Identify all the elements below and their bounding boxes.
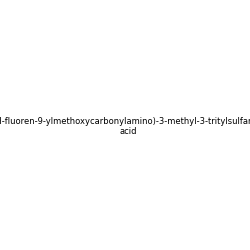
Text: (2R)-2-(9H-fluoren-9-ylmethoxycarbonylamino)-3-methyl-3-tritylsulfanylbutanoic a: (2R)-2-(9H-fluoren-9-ylmethoxycarbonylam… [0, 116, 250, 136]
